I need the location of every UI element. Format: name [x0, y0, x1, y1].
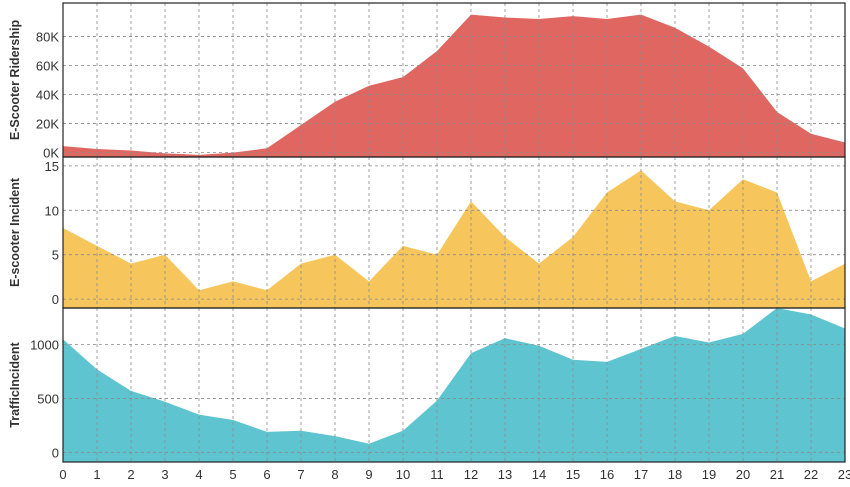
y-tick-label: 15	[45, 159, 59, 174]
x-tick-label: 6	[263, 467, 270, 482]
x-tick-label: 15	[566, 467, 580, 482]
y-tick-label: 0K	[43, 146, 59, 161]
y-axis-title: TrafficIncident	[8, 341, 22, 427]
x-tick-label: 23	[838, 467, 850, 482]
series-area	[63, 170, 845, 308]
x-tick-label: 17	[634, 467, 648, 482]
x-tick-label: 10	[396, 467, 410, 482]
x-tick-label: 0	[59, 467, 66, 482]
chart-panel: 0 5 10 15 E-scooter Incident	[8, 156, 846, 309]
x-tick-label: 9	[365, 467, 372, 482]
x-tick-label: 18	[668, 467, 682, 482]
x-tick-label: 7	[297, 467, 304, 482]
y-tick-label: 0	[52, 292, 59, 307]
y-tick-label: 1000	[30, 338, 59, 353]
y-tick-label: 10	[45, 203, 59, 218]
y-tick-label: 80K	[36, 29, 59, 44]
y-tick-label: 20K	[36, 117, 59, 132]
y-tick-label: 40K	[36, 88, 59, 103]
y-axis-title: E-Scooter Ridership	[8, 20, 22, 141]
x-tick-label: 14	[532, 467, 546, 482]
y-tick-label: 500	[37, 391, 59, 406]
chart-panels: 0K 20K 40K 60K 80K E-Scooter Ridership 0 5 10 15 E…	[8, 2, 846, 463]
x-axis: 0 1 2 3 4 5 6 7 8 9 10 11 12 13 14 15 16 17 18 19 20 21 22 23	[59, 467, 850, 482]
x-tick-label: 16	[600, 467, 614, 482]
series-area	[63, 14, 845, 158]
x-tick-label: 2	[127, 467, 134, 482]
x-tick-label: 5	[229, 467, 236, 482]
y-tick-label: 0	[52, 445, 59, 460]
chart-panel: 0K 20K 40K 60K 80K E-Scooter Ridership	[8, 2, 846, 161]
y-tick-label: 60K	[36, 58, 59, 73]
x-tick-label: 22	[804, 467, 818, 482]
x-tick-label: 21	[770, 467, 784, 482]
x-tick-label: 13	[498, 467, 512, 482]
x-tick-label: 11	[430, 467, 444, 482]
x-tick-label: 20	[736, 467, 750, 482]
panel-frame	[62, 307, 846, 463]
y-tick-label: 5	[52, 248, 59, 263]
chart-panel: 0 500 1000 TrafficIncident	[8, 307, 846, 463]
x-tick-label: 3	[161, 467, 168, 482]
x-tick-label: 4	[195, 467, 202, 482]
x-tick-label: 12	[464, 467, 478, 482]
y-axis-title: E-scooter Incident	[8, 177, 22, 287]
x-tick-label: 1	[93, 467, 100, 482]
series-area	[63, 308, 845, 462]
x-tick-label: 19	[702, 467, 716, 482]
x-tick-label: 8	[331, 467, 338, 482]
